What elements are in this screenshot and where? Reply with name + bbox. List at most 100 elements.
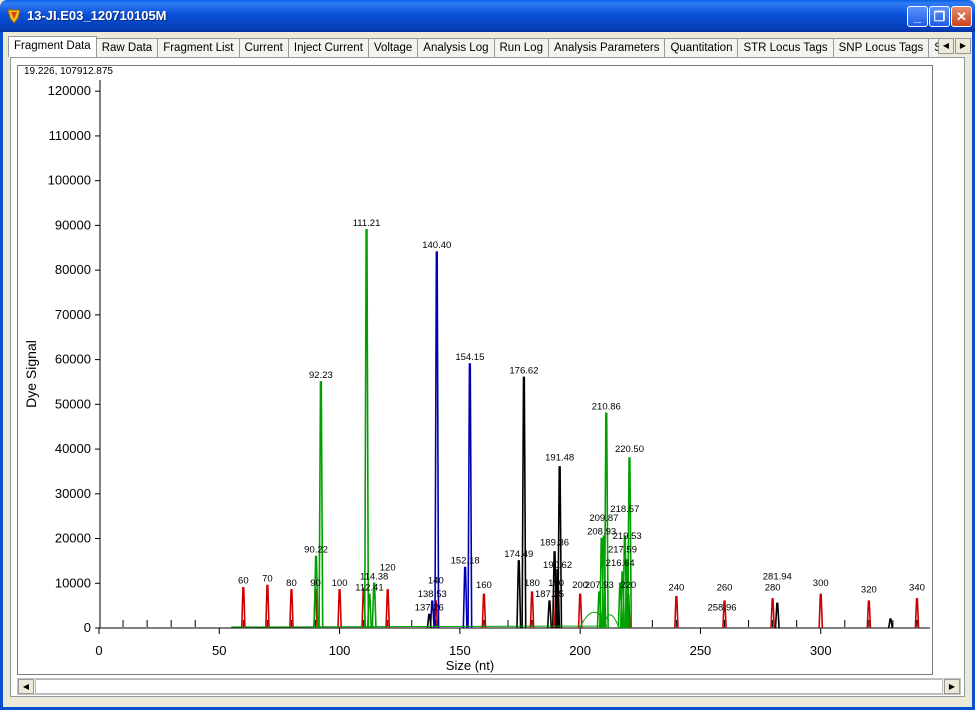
peak-label: 220.50 xyxy=(615,444,644,455)
peak-label: 60 xyxy=(238,576,249,587)
peak-label: 160 xyxy=(476,580,492,591)
scroll-thumb[interactable] xyxy=(35,679,943,694)
y-tick-label: 40000 xyxy=(55,441,91,456)
peak-label: 190.62 xyxy=(543,560,572,571)
peak-green xyxy=(366,593,373,629)
peak-label: 191.48 xyxy=(545,453,574,464)
peak-black xyxy=(774,602,780,629)
y-tick-label: 80000 xyxy=(55,262,91,277)
y-tick-label: 110000 xyxy=(49,128,91,143)
peak-red xyxy=(914,598,920,629)
tab-voltage[interactable]: Voltage xyxy=(367,38,419,57)
peak-label: 90 xyxy=(310,578,321,589)
peak-black xyxy=(521,376,527,629)
title-bar: 13-JI.E03_120710105M _ ❐ ✕ xyxy=(0,0,975,32)
y-axis-label: Dye Signal xyxy=(23,340,39,408)
peak-label: 90.22 xyxy=(304,544,328,555)
y-tick-label: 50000 xyxy=(55,396,91,411)
tab-fragment-list[interactable]: Fragment List xyxy=(157,38,240,57)
peak-green xyxy=(363,229,370,629)
peak-label: 187.25 xyxy=(535,589,564,600)
restore-button[interactable]: ❐ xyxy=(929,6,950,27)
tab-raw-data[interactable]: Raw Data xyxy=(95,38,159,57)
tab-inject-current[interactable]: Inject Current xyxy=(287,38,369,57)
peak-red xyxy=(337,589,342,629)
peak-black xyxy=(426,613,432,629)
peak-red xyxy=(673,595,679,629)
peak-red xyxy=(385,589,391,629)
y-tick-label: 20000 xyxy=(55,531,91,546)
close-button[interactable]: ✕ xyxy=(951,6,972,27)
tab-scroll-right-button[interactable]: ▶ xyxy=(955,38,971,54)
peak-label: 207.93 xyxy=(585,580,614,591)
peak-label: 280 xyxy=(765,582,781,593)
y-tick-label: 120000 xyxy=(48,83,91,98)
peak-label: 137.26 xyxy=(415,603,444,614)
tab-quantitation[interactable]: Quantitation xyxy=(664,38,739,57)
peak-blue xyxy=(467,363,473,629)
tab-current[interactable]: Current xyxy=(238,38,289,57)
tab-analysis-log[interactable]: Analysis Log xyxy=(417,38,495,57)
tab-snp-locus-tags[interactable]: SNP Locus Tags xyxy=(832,38,930,57)
peak-label: 180 xyxy=(524,578,540,589)
peak-label: 216.64 xyxy=(606,558,635,569)
peak-black xyxy=(516,560,522,629)
tab-size-calibr[interactable]: Size Calibr xyxy=(928,38,938,57)
x-tick-label: 150 xyxy=(449,643,471,658)
y-tick-label: 10000 xyxy=(55,575,91,590)
app-shield-icon xyxy=(7,9,21,24)
tab-run-log[interactable]: Run Log xyxy=(493,38,549,57)
scroll-right-button[interactable]: ▶ xyxy=(944,679,960,694)
peak-black xyxy=(546,600,553,629)
peak-label: 120 xyxy=(380,562,396,573)
peak-black xyxy=(887,618,894,629)
peak-red xyxy=(240,586,246,629)
peak-label: 258.96 xyxy=(707,603,736,614)
peak-label: 114.38 xyxy=(360,571,388,582)
peak-label: 210.86 xyxy=(592,401,621,412)
tab-str-locus-tags[interactable]: STR Locus Tags xyxy=(737,38,834,57)
tab-fragment-data[interactable]: Fragment Data xyxy=(8,36,97,57)
peak-red xyxy=(265,584,270,629)
peak-label: 217.59 xyxy=(608,544,637,555)
x-tick-label: 250 xyxy=(690,643,712,658)
peak-label: 176.62 xyxy=(509,365,538,376)
peak-label: 100 xyxy=(332,578,348,589)
peak-label: 219.53 xyxy=(613,531,642,542)
x-tick-label: 300 xyxy=(810,643,832,658)
minimize-button[interactable]: _ xyxy=(907,6,928,27)
x-tick-label: 50 xyxy=(212,643,226,658)
peak-red xyxy=(770,598,776,629)
x-axis-label: Size (nt) xyxy=(446,658,494,673)
peak-label: 240 xyxy=(668,582,684,593)
peak-red xyxy=(577,593,583,629)
cursor-coordinates: 19.226, 107912.875 xyxy=(24,66,113,77)
peak-label: 200 xyxy=(572,580,588,591)
peak-blue xyxy=(462,566,468,629)
peak-green xyxy=(313,555,319,629)
tab-analysis-parameters[interactable]: Analysis Parameters xyxy=(547,38,666,57)
y-tick-label: 0 xyxy=(84,620,91,635)
peak-red xyxy=(818,593,824,629)
peak-label: 220 xyxy=(620,580,636,591)
peak-label: 70 xyxy=(262,574,273,585)
peak-green xyxy=(603,412,609,629)
tab-strip: Fragment Data Raw Data Fragment List Curren… xyxy=(8,36,938,57)
tab-scroll-left-button[interactable]: ◀ xyxy=(938,38,954,54)
peak-label: 152.18 xyxy=(451,556,480,567)
y-tick-label: 90000 xyxy=(55,217,91,232)
peak-label: 340 xyxy=(909,582,925,593)
horizontal-scrollbar[interactable]: ◀ ▶ xyxy=(17,678,961,695)
scroll-left-button[interactable]: ◀ xyxy=(18,679,34,694)
peak-label: 138.53 xyxy=(418,589,447,600)
plot-area[interactable] xyxy=(17,65,933,675)
peak-red xyxy=(529,591,535,629)
peak-label: 174.49 xyxy=(504,549,533,560)
x-tick-label: 200 xyxy=(569,643,591,658)
peak-label: 92.23 xyxy=(309,370,333,381)
peak-label: 190 xyxy=(548,578,564,589)
peak-label: 154.15 xyxy=(455,352,484,363)
window-title: 13-JI.E03_120710105M xyxy=(27,8,167,23)
peak-label: 140 xyxy=(428,576,444,587)
